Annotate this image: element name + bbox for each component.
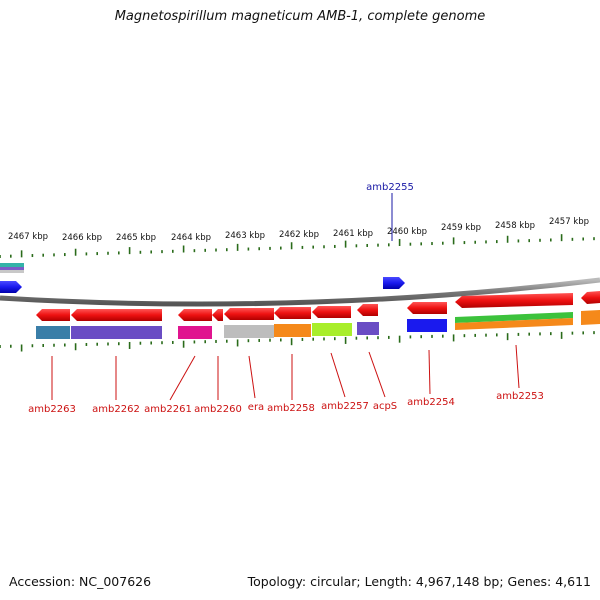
gene-label-amb2260: amb2260 bbox=[194, 404, 242, 415]
kbp-scale: 2467 kbp 2466 kbp 2465 kbp 2464 kbp 2463 kbp… bbox=[8, 217, 589, 243]
gene-arrow-amb2258 bbox=[274, 307, 311, 319]
kbp-tick-label: 2465 kbp bbox=[116, 233, 156, 243]
gene-label-amb2263: amb2263 bbox=[28, 404, 76, 415]
feature-stub-purple bbox=[0, 267, 24, 270]
feature-bar-edge bbox=[581, 310, 600, 325]
gene-label-amb2257: amb2257 bbox=[321, 401, 369, 412]
kbp-tick-label: 2463 kbp bbox=[225, 231, 265, 241]
kbp-tick-label: 2467 kbp bbox=[8, 232, 48, 242]
kbp-tick-label: 2458 kbp bbox=[495, 221, 535, 231]
gene-arrow-blue-left bbox=[0, 281, 22, 293]
gene-label-era: era bbox=[248, 402, 264, 413]
gene-label-amb2262: amb2262 bbox=[92, 404, 140, 415]
kbp-tick-label: 2461 kbp bbox=[333, 229, 373, 239]
gene-arrow-amb2260 bbox=[212, 309, 223, 321]
kbp-tick-label: 2464 kbp bbox=[171, 233, 211, 243]
feature-bar-amb2263 bbox=[36, 326, 70, 339]
feature-bar-amb2261 bbox=[178, 326, 212, 339]
genome-backbone bbox=[0, 277, 600, 307]
gene-label-amb2253: amb2253 bbox=[496, 391, 544, 402]
gene-arrow-amb2254 bbox=[407, 302, 447, 314]
kbp-tick-label: 2466 kbp bbox=[62, 233, 102, 243]
bottom-tick-row bbox=[0, 331, 595, 352]
leader-line-era bbox=[248, 355, 256, 399]
leader-line-amb2261 bbox=[169, 355, 196, 401]
gene-arrow-acpS bbox=[357, 304, 378, 316]
feature-stub-teal bbox=[0, 263, 24, 267]
gene-arrow-amb2262 bbox=[71, 309, 162, 321]
topology-text: Topology: circular; Length: 4,967,148 bp… bbox=[247, 574, 591, 589]
feature-bar-era bbox=[224, 325, 274, 338]
genome-title: Magnetospirillum magneticum AMB-1, compl… bbox=[114, 9, 486, 24]
accession-text: Accession: NC_007626 bbox=[9, 574, 152, 589]
gene-arrow-amb2255 bbox=[383, 277, 405, 289]
gene-label-amb2254: amb2254 bbox=[407, 397, 455, 408]
leader-line-amb2254 bbox=[428, 349, 431, 395]
gene-labels: amb2255 amb2263 amb2262 amb2261 amb2260 … bbox=[28, 182, 544, 415]
feature-track bbox=[36, 310, 600, 339]
leader-lines bbox=[51, 193, 520, 401]
reverse-strand-genes bbox=[36, 291, 600, 321]
feature-bar-amb2258 bbox=[274, 324, 311, 337]
kbp-tick-label: 2462 kbp bbox=[279, 230, 319, 240]
feature-bar-amb2253-green bbox=[455, 312, 573, 323]
gene-label-amb2261: amb2261 bbox=[144, 404, 192, 415]
kbp-tick-label: 2460 kbp bbox=[387, 227, 427, 237]
feature-bar-amb2257 bbox=[312, 323, 352, 336]
top-tick-row bbox=[0, 234, 595, 258]
gene-arrow-era bbox=[224, 308, 274, 320]
gene-arrow-amb2261 bbox=[178, 309, 212, 321]
gene-label-acpS: acpS bbox=[373, 401, 397, 412]
feature-stub-gray bbox=[0, 270, 24, 273]
feature-bar-amb2253-orange bbox=[455, 318, 573, 330]
leader-line-amb2257 bbox=[330, 352, 346, 398]
leader-line-amb2253 bbox=[515, 344, 520, 389]
gene-arrow-amb2257 bbox=[312, 306, 351, 318]
feature-bar-amb2254 bbox=[407, 319, 447, 332]
leader-line-acpS bbox=[368, 351, 386, 398]
kbp-tick-label: 2459 kbp bbox=[441, 223, 481, 233]
gene-label-amb2255: amb2255 bbox=[366, 182, 414, 193]
gene-arrow-amb2253 bbox=[455, 293, 573, 308]
kbp-tick-label: 2457 kbp bbox=[549, 217, 589, 227]
feature-bar-amb2262 bbox=[71, 326, 162, 339]
gene-arrow-amb2263 bbox=[36, 309, 70, 321]
gene-label-amb2258: amb2258 bbox=[267, 403, 315, 414]
feature-bar-acpS bbox=[357, 322, 379, 335]
gene-arrow-edge bbox=[581, 291, 600, 304]
